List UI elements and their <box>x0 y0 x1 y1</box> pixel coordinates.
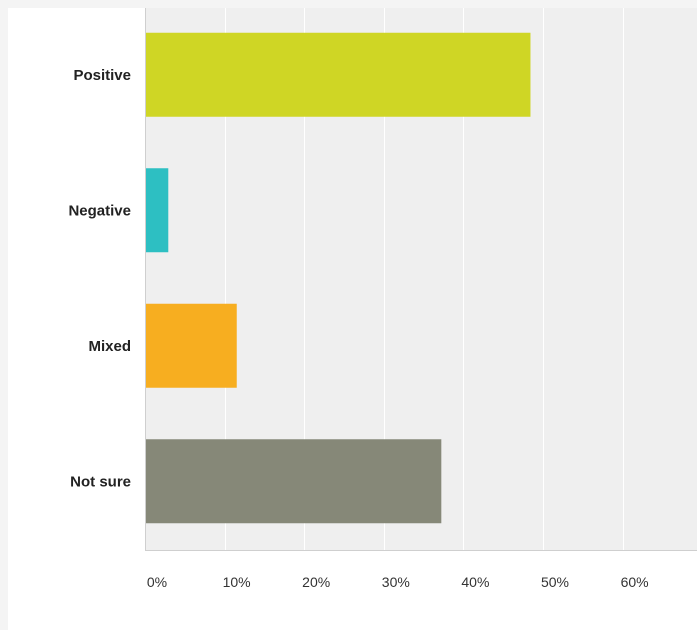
x-tick-label: 60% <box>621 574 649 590</box>
bar <box>146 439 442 524</box>
x-tick-label: 30% <box>382 574 410 590</box>
category-label: Mixed <box>88 338 131 355</box>
x-tick-label: 50% <box>541 574 569 590</box>
bar <box>146 168 169 253</box>
x-tick-label: 0% <box>147 574 167 590</box>
category-label: Positive <box>73 67 131 84</box>
x-tick-label: 20% <box>302 574 330 590</box>
x-tick-label: 10% <box>223 574 251 590</box>
bar <box>146 303 237 388</box>
category-labels: Positive Negative Mixed Not sure <box>68 67 131 491</box>
bars <box>146 32 531 524</box>
bar <box>146 32 531 117</box>
x-tick-labels: 0%10%20%30%40%50%60%70% <box>147 574 649 590</box>
category-label: Not sure <box>70 473 131 490</box>
x-tick-label: 40% <box>461 574 489 590</box>
category-label: Negative <box>68 202 131 219</box>
